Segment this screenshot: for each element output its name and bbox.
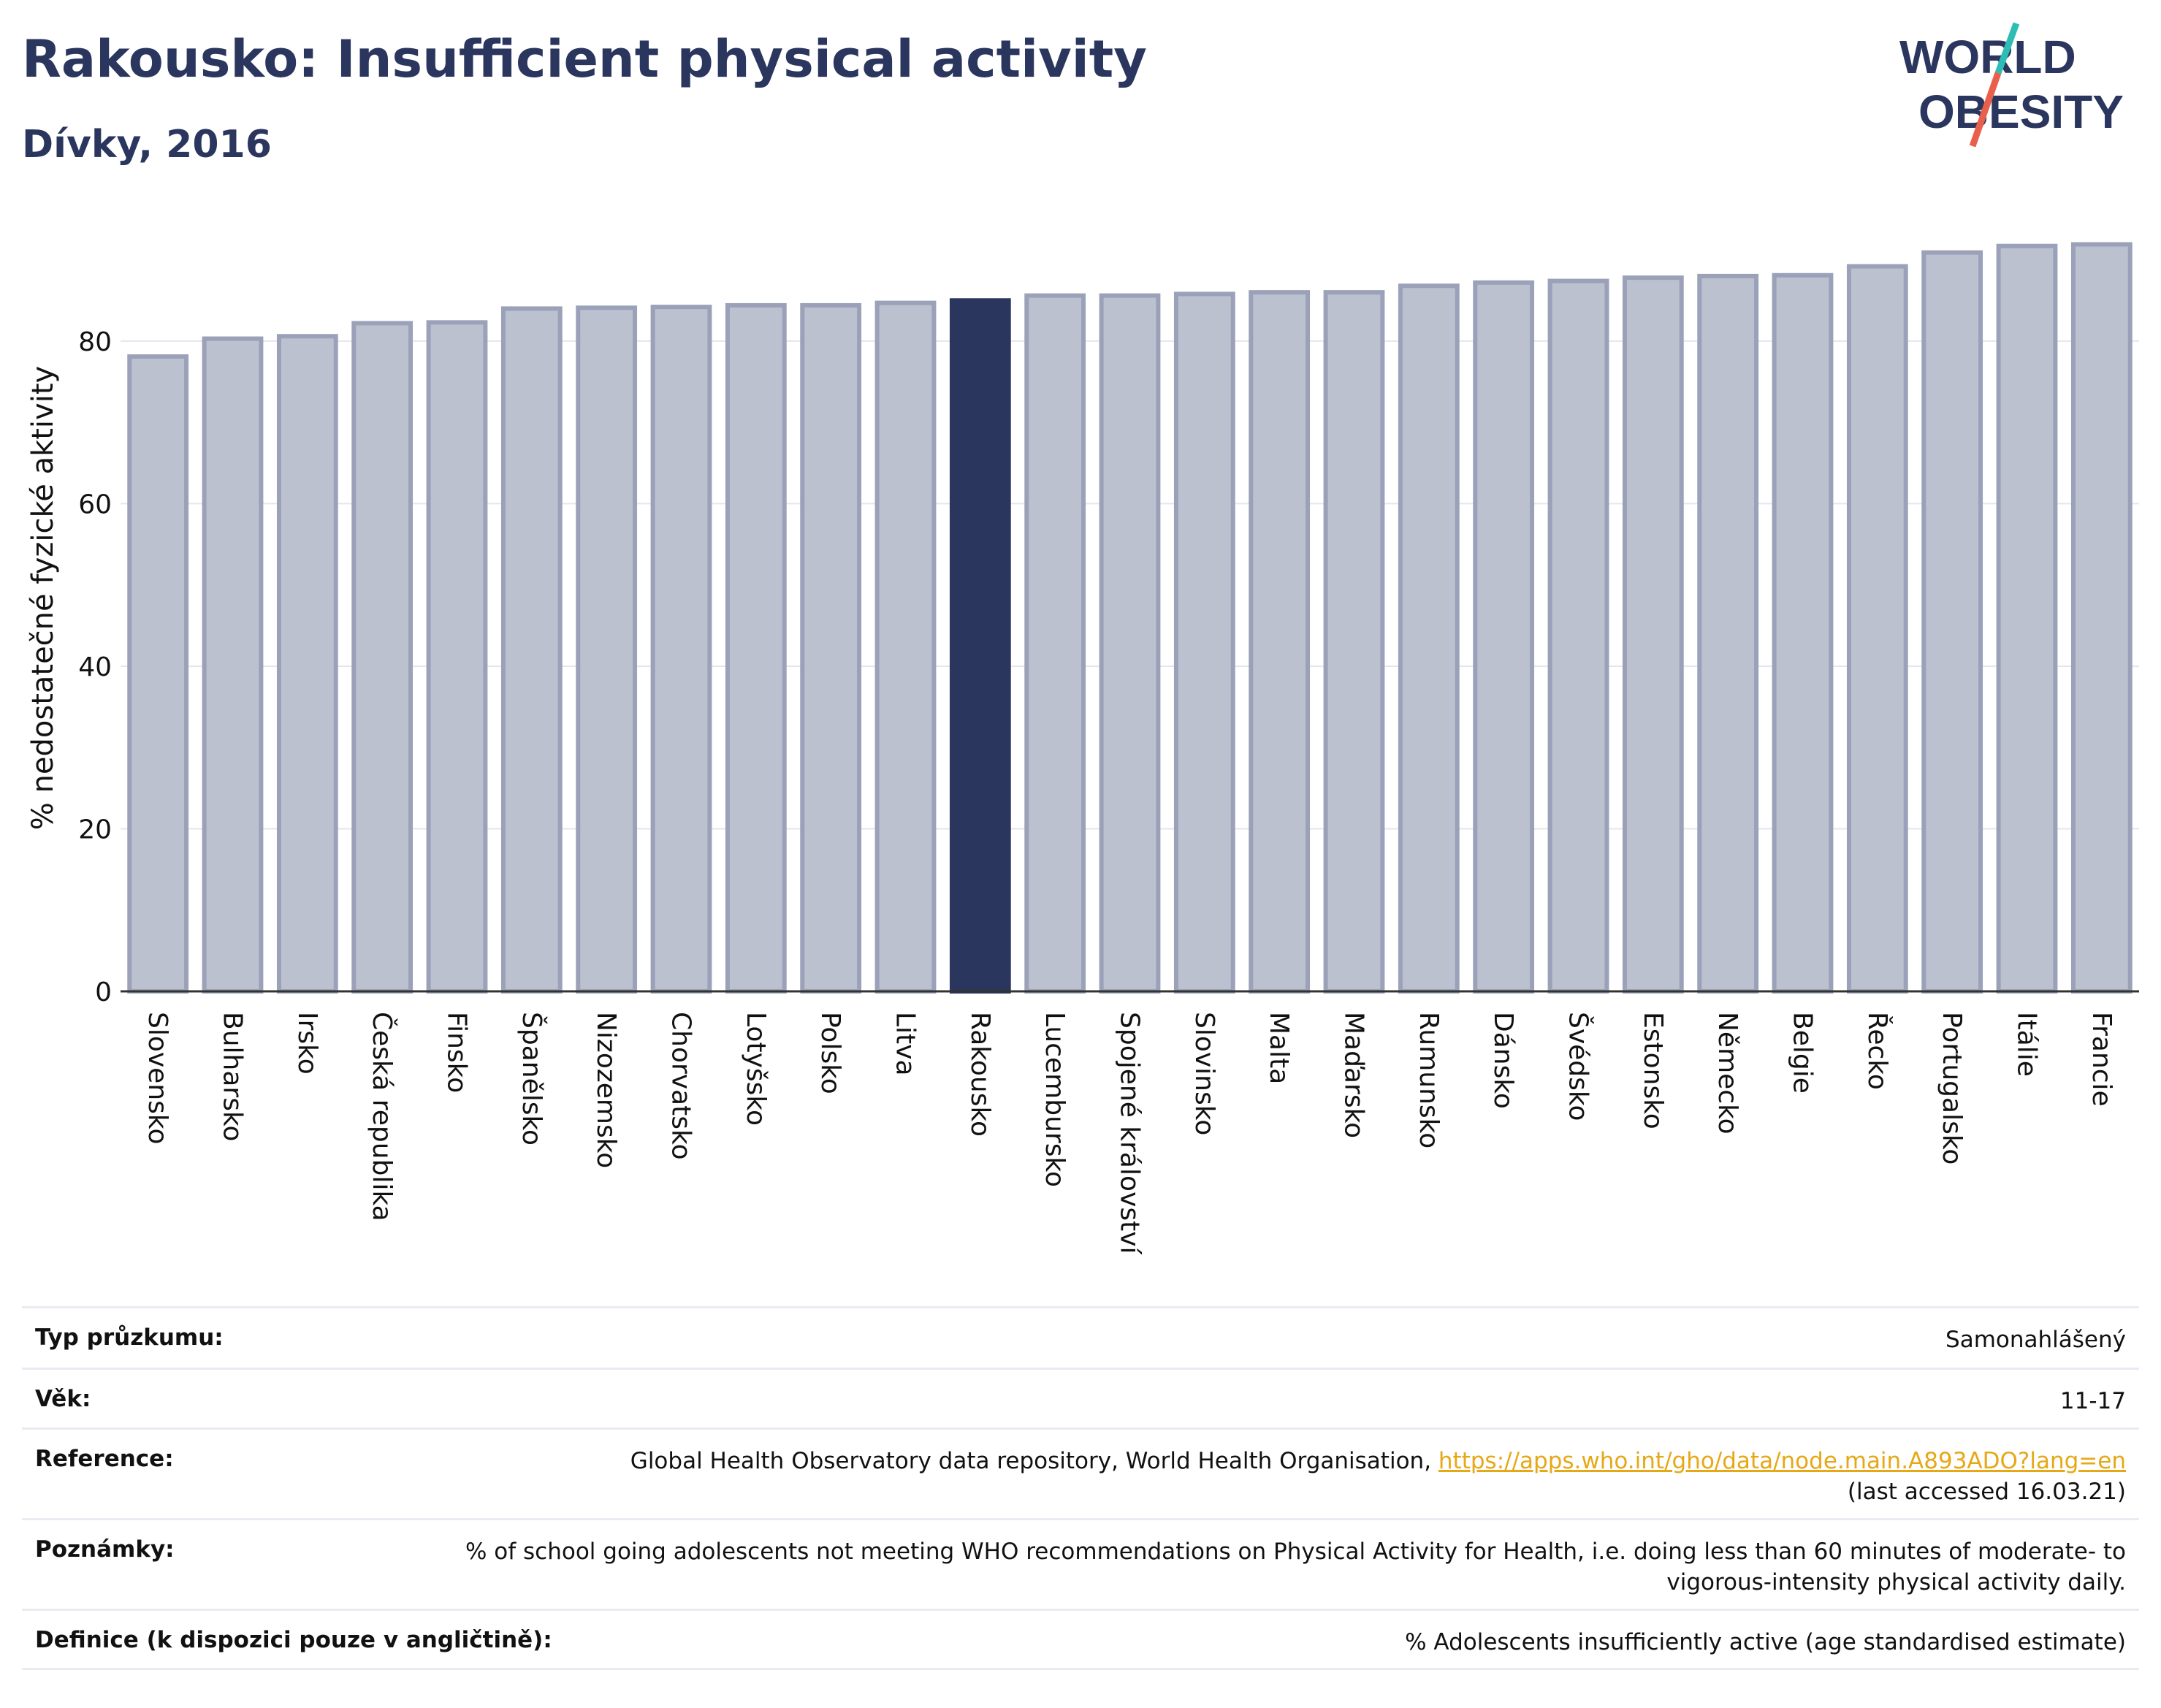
x-tick-label: Bulharsko bbox=[218, 1012, 248, 1142]
x-tick-label: Španělsko bbox=[517, 1012, 547, 1145]
x-tick-label: Maďarsko bbox=[1339, 1012, 1369, 1138]
meta-label: Reference: bbox=[35, 1446, 174, 1472]
x-tick-label: Malta bbox=[1264, 1012, 1294, 1084]
x-tick-label: Německo bbox=[1712, 1012, 1742, 1135]
bar-estonsko bbox=[1622, 275, 1684, 994]
bar-česká-republika bbox=[351, 321, 413, 994]
bar-rumunsko bbox=[1398, 283, 1460, 994]
bar-řecko bbox=[1846, 264, 1908, 994]
bar-portugalsko bbox=[1921, 250, 1983, 994]
bar-lotyšsko bbox=[725, 302, 787, 994]
bar-chart: 0 20 40 60 80 Slovensko Bulharsko Irsko Česká r… bbox=[26, 242, 2139, 1255]
x-tick-labels: Slovensko Bulharsko Irsko Česká republika Fi… bbox=[142, 1012, 2116, 1255]
x-tick-label: Spojené království bbox=[1115, 1012, 1145, 1255]
x-tick-label: Portugalsko bbox=[1937, 1012, 1967, 1164]
y-tick-label: 0 bbox=[95, 977, 112, 1007]
bar-rakousko bbox=[949, 298, 1011, 994]
x-tick-label: Litva bbox=[891, 1012, 921, 1076]
bar-spojené-království bbox=[1099, 293, 1161, 994]
x-tick-label: Francie bbox=[2086, 1012, 2116, 1107]
bar-lucembursko bbox=[1024, 293, 1086, 994]
x-tick-label: Belgie bbox=[1788, 1012, 1818, 1094]
x-tick-label: Lotyšsko bbox=[741, 1012, 771, 1126]
meta-row-reference: Reference: Global Health Observatory dat… bbox=[22, 1427, 2139, 1518]
meta-value: 11-17 bbox=[2059, 1388, 2126, 1414]
y-tick-label: 80 bbox=[78, 327, 112, 357]
x-tick-label: Irsko bbox=[292, 1012, 322, 1075]
x-tick-label: Dánsko bbox=[1488, 1012, 1518, 1109]
x-tick-label: Slovinsko bbox=[1189, 1012, 1219, 1135]
bar-nizozemsko bbox=[576, 305, 638, 994]
meta-row-notes: Poznámky: % of school going adolescents … bbox=[22, 1518, 2139, 1609]
bar-německo bbox=[1697, 273, 1759, 994]
chart-subtitle: Dívky, 2016 bbox=[22, 123, 272, 167]
meta-label: Typ průzkumu: bbox=[35, 1324, 224, 1351]
x-tick-label: Chorvatsko bbox=[666, 1012, 696, 1160]
bar-belgie bbox=[1772, 272, 1834, 994]
bar-slovensko bbox=[127, 354, 189, 994]
logo-slash-top bbox=[1994, 22, 2020, 75]
bar-finsko bbox=[426, 320, 488, 994]
meta-label: Definice (k dispozici pouze v angličtině… bbox=[35, 1627, 552, 1653]
reference-text: Global Health Observatory data repositor… bbox=[630, 1448, 1438, 1474]
bar-francie bbox=[2070, 242, 2133, 994]
y-axis-label: % nedostatečné fyzické aktivity bbox=[26, 366, 60, 830]
logo-slash-bottom bbox=[1969, 72, 2002, 148]
bar-slovinsko bbox=[1173, 291, 1235, 994]
meta-value: Global Health Observatory data repositor… bbox=[630, 1446, 2126, 1507]
meta-row-definition: Definice (k dispozici pouze v angličtině… bbox=[22, 1609, 2139, 1670]
x-tick-label: Švédsko bbox=[1563, 1012, 1594, 1121]
bar-polsko bbox=[800, 302, 862, 994]
x-tick-label: Rakousko bbox=[965, 1012, 995, 1137]
x-tick-label: Estonsko bbox=[1638, 1012, 1668, 1129]
x-tick-label: Polsko bbox=[815, 1012, 845, 1094]
bar-švédsko bbox=[1547, 278, 1609, 994]
meta-value: % Adolescents insufficiently active (age… bbox=[1405, 1629, 2126, 1655]
x-tick-label: Slovensko bbox=[142, 1012, 172, 1145]
y-tick-label: 20 bbox=[78, 815, 112, 845]
bar-dánsko bbox=[1473, 280, 1535, 994]
metadata-table: Typ průzkumu: Samonahlášený Věk: 11-17 R… bbox=[22, 1306, 2139, 1670]
y-tick-label: 40 bbox=[78, 652, 112, 682]
y-tick-label: 60 bbox=[78, 489, 112, 519]
meta-row-survey-type: Typ průzkumu: Samonahlášený bbox=[22, 1306, 2139, 1368]
bar-irsko bbox=[276, 334, 338, 994]
x-tick-label: Itálie bbox=[2012, 1012, 2042, 1077]
meta-value: % of school going adolescents not meetin… bbox=[465, 1539, 2126, 1595]
bar-itálie bbox=[1996, 243, 2058, 994]
chart-title: Rakousko: Insufficient physical activity bbox=[22, 29, 1147, 89]
x-tick-label: Nizozemsko bbox=[591, 1012, 621, 1168]
bar-litva bbox=[874, 300, 937, 994]
x-tick-label: Finsko bbox=[442, 1012, 472, 1093]
meta-label: Poznámky: bbox=[35, 1536, 175, 1563]
reference-accessed: (last accessed 16.03.21) bbox=[1847, 1479, 2126, 1505]
bar-maďarsko bbox=[1323, 290, 1385, 994]
x-tick-label: Lucembursko bbox=[1040, 1012, 1070, 1187]
y-tick-labels: 0 20 40 60 80 bbox=[78, 327, 112, 1007]
x-tick-label: Česká republika bbox=[367, 1012, 397, 1221]
bar-španělsko bbox=[500, 306, 563, 994]
x-tick-label: Řecko bbox=[1862, 1012, 1893, 1090]
bar-bulharsko bbox=[202, 336, 264, 994]
bar-malta bbox=[1249, 290, 1311, 994]
meta-row-age: Věk: 11-17 bbox=[22, 1368, 2139, 1427]
reference-link[interactable]: https://apps.who.int/gho/data/node.main.… bbox=[1438, 1448, 2126, 1474]
logo-line2: OBESITY bbox=[1918, 85, 2124, 138]
meta-value: Samonahlášený bbox=[1945, 1327, 2126, 1353]
bar-chorvatsko bbox=[650, 305, 712, 994]
bars bbox=[127, 242, 2133, 994]
x-tick-label: Rumunsko bbox=[1414, 1012, 1444, 1148]
meta-label: Věk: bbox=[35, 1386, 91, 1412]
world-obesity-logo: WORLD OBESITY bbox=[1899, 22, 2124, 148]
logo-line1: WORLD bbox=[1899, 31, 2076, 83]
